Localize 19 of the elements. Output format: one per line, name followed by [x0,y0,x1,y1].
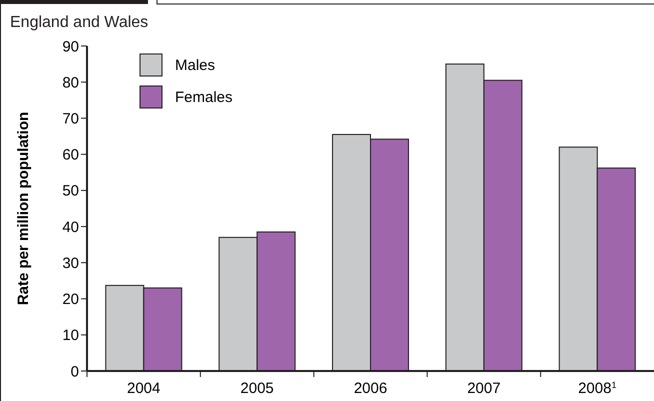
y-tick-label: 0 [70,363,79,380]
y-tick-label: 50 [62,182,79,200]
y-tick-label: 70 [62,110,79,128]
x-tick-label: 2006 [354,380,388,397]
x-tick-label: 2008$^{1}$ [578,380,616,397]
x-tick-label: 2005 [240,380,274,397]
chart-subtitle: England and Wales [10,14,148,31]
x-tick-label: 2004 [127,380,160,397]
x-tick-label: 2007 [467,380,501,397]
y-tick-label: 40 [62,218,79,236]
y-tick-label: 30 [62,254,79,272]
y-tick-label: 10 [62,327,79,344]
legend-label: Females [175,89,233,106]
y-tick-label: 80 [62,74,79,92]
legend-label: Males [175,57,216,74]
y-tick-label: 20 [62,291,79,308]
y-tick-label: 60 [62,146,79,164]
y-axis-title: Rate per million population [15,112,32,306]
y-tick-label: 90 [62,38,79,56]
